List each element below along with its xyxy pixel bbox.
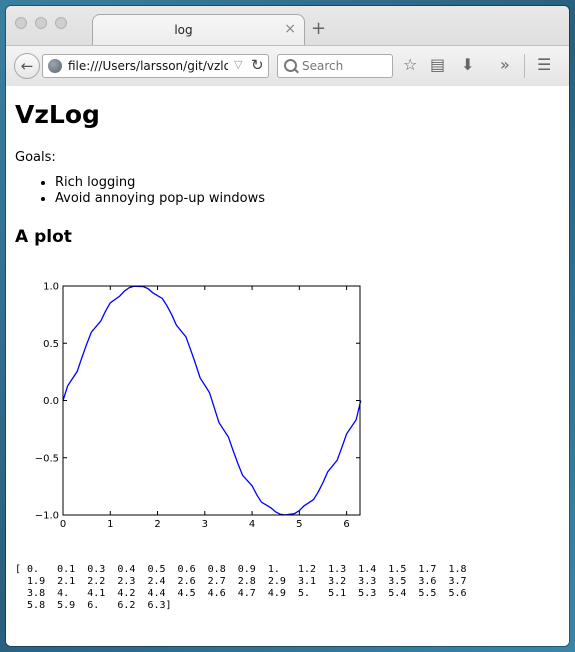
bookmark-star-icon[interactable]: ☆ <box>403 55 418 74</box>
new-tab-button[interactable]: + <box>311 18 327 39</box>
url-text[interactable]: file:///Users/larsson/git/vzlog <box>68 59 228 73</box>
navigation-toolbar: ← file:///Users/larsson/git/vzlog ▽ ↻ Se… <box>6 45 569 86</box>
y-tick-label: 0.5 <box>43 339 59 350</box>
search-icon <box>284 59 297 72</box>
page-title: VzLog <box>15 100 100 129</box>
array-line: 3.8 4. 4.1 4.2 4.4 4.5 4.6 4.7 4.9 5. 5.… <box>15 588 467 599</box>
array-line: 1.9 2.1 2.2 2.3 2.4 2.6 2.7 2.8 2.9 3.1 … <box>15 576 467 587</box>
y-tick-label: 0.0 <box>43 396 59 407</box>
x-tick-label: 2 <box>154 519 160 530</box>
plot-heading: A plot <box>15 227 72 247</box>
series-line <box>62 285 362 516</box>
search-placeholder: Search <box>302 59 344 73</box>
url-bar[interactable]: file:///Users/larsson/git/vzlog ▽ ↻ <box>42 54 269 78</box>
overflow-menu-button[interactable]: » <box>500 55 510 74</box>
plot-image: 0 1 2 3 4 5 6 1.0 0.5 0.0 −0.5 −1.0 <box>6 276 376 540</box>
x-tick-label: 1 <box>107 519 113 530</box>
browser-chrome: log × + ← file:///Users/larsson/git/vzlo… <box>6 6 569 86</box>
toolbar-divider <box>524 54 525 78</box>
sine-plot: 0 1 2 3 4 5 6 1.0 0.5 0.0 −0.5 −1.0 <box>35 282 362 530</box>
x-tick-label: 5 <box>296 519 302 530</box>
tab-title: log <box>174 23 193 37</box>
array-output: [ 0. 0.1 0.3 0.4 0.5 0.6 0.8 0.9 1. 1.2 … <box>15 564 467 612</box>
back-button[interactable]: ← <box>14 53 40 79</box>
goals-label: Goals: <box>15 150 56 165</box>
array-line: 5.8 5.9 6. 6.2 6.3] <box>15 600 172 611</box>
hamburger-menu-icon[interactable]: ☰ <box>537 55 552 74</box>
minimize-window-button[interactable] <box>35 17 47 29</box>
zoom-window-button[interactable] <box>55 17 67 29</box>
close-window-button[interactable] <box>15 17 27 29</box>
reading-list-icon[interactable]: ▤ <box>430 55 446 74</box>
tab-close-icon[interactable]: × <box>284 21 296 37</box>
y-tick-label: 1.0 <box>43 282 59 293</box>
goals-list: Rich logging Avoid annoying pop-up windo… <box>15 175 265 207</box>
page-content: VzLog Goals: Rich logging Avoid annoying… <box>6 86 569 646</box>
array-line: [ 0. 0.1 0.3 0.4 0.5 0.6 0.8 0.9 1. 1.2 … <box>15 564 467 575</box>
back-arrow-icon: ← <box>20 57 34 75</box>
tab-log[interactable]: log × <box>92 14 305 45</box>
browser-window: log × + ← file:///Users/larsson/git/vzlo… <box>6 6 569 646</box>
y-tick-label: −1.0 <box>35 511 59 522</box>
x-tick-label: 4 <box>249 519 255 530</box>
x-tick-label: 6 <box>343 519 349 530</box>
goal-item: Rich logging <box>55 175 265 191</box>
url-dropdown-icon[interactable]: ▽ <box>234 58 243 71</box>
globe-icon <box>48 59 62 73</box>
y-tick-label: −0.5 <box>35 453 59 464</box>
x-tick-label: 0 <box>60 519 66 530</box>
download-icon[interactable]: ⬇ <box>461 55 475 74</box>
goal-item: Avoid annoying pop-up windows <box>55 191 265 207</box>
x-tick-label: 3 <box>202 519 208 530</box>
search-input[interactable]: Search <box>277 54 393 78</box>
reload-icon[interactable]: ↻ <box>251 56 264 74</box>
